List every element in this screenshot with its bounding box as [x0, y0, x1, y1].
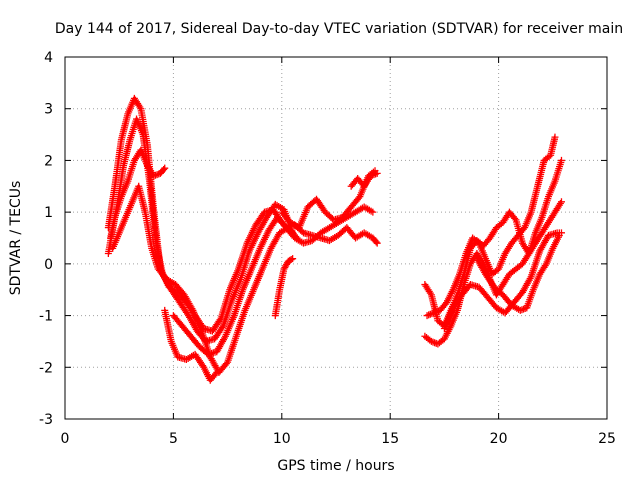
x-axis-label: GPS time / hours [277, 458, 394, 474]
series-track-j [347, 169, 381, 190]
series-track-d [109, 182, 301, 376]
y-tick-label: 0 [44, 257, 53, 273]
series-track-c [104, 146, 169, 258]
series-track-g [271, 255, 297, 320]
data-point [289, 255, 297, 263]
y-tick-label: -1 [39, 309, 53, 325]
y-tick-label: -3 [39, 412, 53, 428]
y-tick-label: 1 [44, 205, 53, 221]
x-tick-label: 20 [490, 431, 508, 447]
tick-labels: 0 5 10 15 20 25 -3 -2 -1 0 1 2 3 4 [39, 50, 616, 447]
series-track-h [278, 167, 379, 232]
x-tick-label: 0 [61, 431, 70, 447]
data-point [555, 231, 563, 239]
x-tick-label: 10 [273, 431, 291, 447]
chart-title: Day 144 of 2017, Sidereal Day-to-day VTE… [55, 21, 623, 37]
series-track-i [291, 221, 381, 247]
series-track-f [169, 203, 377, 358]
y-tick-label: -2 [39, 360, 53, 376]
x-tick-label: 25 [598, 431, 616, 447]
data-point [372, 238, 380, 246]
x-tick-label: 5 [169, 431, 178, 447]
data-point [557, 156, 565, 164]
plot-frame [64, 56, 608, 420]
series-track-l [423, 133, 559, 320]
data-point [161, 164, 169, 172]
series-track-o [473, 231, 563, 314]
y-tick-label: 4 [44, 50, 53, 66]
axis-ticks [64, 56, 608, 420]
data-point [218, 324, 226, 332]
x-tick-label: 15 [381, 431, 399, 447]
y-tick-label: 3 [44, 102, 53, 118]
y-axis-label: SDTVAR / TECUs [8, 181, 24, 296]
data-point [369, 208, 377, 216]
data-point [287, 256, 295, 264]
data-point [511, 214, 519, 222]
data-markers [104, 94, 565, 384]
data-point [373, 239, 381, 247]
data-point [213, 368, 221, 376]
y-tick-label: 2 [44, 153, 53, 169]
data-point [373, 169, 381, 177]
grid-lines [65, 57, 607, 419]
data-point [211, 370, 219, 378]
series-track-e [161, 306, 221, 384]
data-point [551, 133, 559, 141]
data-point [160, 165, 168, 173]
data-point [557, 198, 565, 206]
